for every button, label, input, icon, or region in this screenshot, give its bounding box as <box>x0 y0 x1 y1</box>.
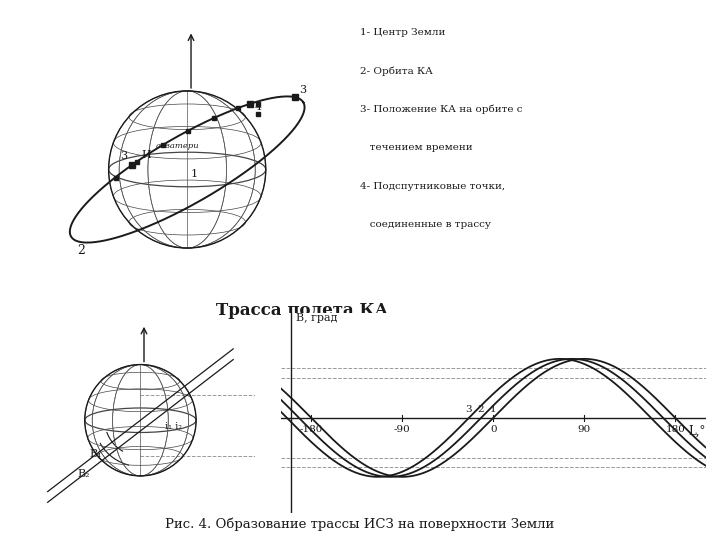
Text: 2: 2 <box>478 405 485 414</box>
Text: акватери: акватери <box>156 143 199 151</box>
Text: Трасса полета КА: Трасса полета КА <box>216 302 389 319</box>
Text: 3: 3 <box>300 85 307 95</box>
Text: 3: 3 <box>120 152 127 161</box>
Text: течением времени: течением времени <box>360 143 472 152</box>
Text: 3: 3 <box>466 405 472 414</box>
Text: L,°: L,° <box>688 424 706 437</box>
Text: 2: 2 <box>77 244 85 257</box>
Text: 0: 0 <box>490 424 497 434</box>
Text: B, град: B, град <box>296 313 338 323</box>
Text: И: И <box>141 150 151 160</box>
Text: B₁: B₁ <box>89 449 102 460</box>
Text: 2- Орбита КА: 2- Орбита КА <box>360 66 433 76</box>
Text: 3- Положение КА на орбите с: 3- Положение КА на орбите с <box>360 105 523 114</box>
Text: -180: -180 <box>300 424 323 434</box>
Text: 1: 1 <box>191 169 198 179</box>
Text: соединенные в трассу: соединенные в трассу <box>360 220 491 230</box>
Text: 1: 1 <box>490 405 497 414</box>
Text: 180: 180 <box>665 424 685 434</box>
Text: 90: 90 <box>577 424 591 434</box>
Text: 4: 4 <box>254 102 261 112</box>
Text: 4- Подспутниковые точки,: 4- Подспутниковые точки, <box>360 182 505 191</box>
Text: 1- Центр Земли: 1- Центр Земли <box>360 28 446 37</box>
Text: B₂: B₂ <box>78 469 90 480</box>
Text: i₁ i₂: i₁ i₂ <box>166 422 182 431</box>
Text: -90: -90 <box>394 424 410 434</box>
Text: Рис. 4. Образование трассы ИСЗ на поверхности Земли: Рис. 4. Образование трассы ИСЗ на поверх… <box>166 517 554 530</box>
